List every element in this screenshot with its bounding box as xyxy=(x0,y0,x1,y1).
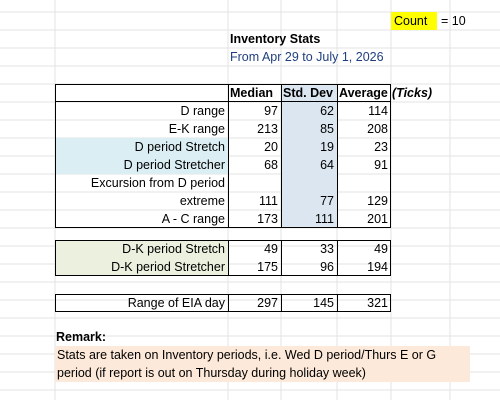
remark-line: period (if report is out on Thursday dur… xyxy=(57,366,366,380)
column-header: Average xyxy=(339,86,388,100)
row-label: D period Stretcher xyxy=(123,158,225,172)
value-cell: 129 xyxy=(367,194,388,208)
cell-box xyxy=(281,84,282,228)
row-label: Excursion from D period xyxy=(90,176,225,190)
remark-line: Stats are taken on Inventory periods, i.… xyxy=(57,348,437,362)
cell-box xyxy=(228,240,229,276)
units: (Ticks) xyxy=(392,86,433,100)
cell-box xyxy=(337,84,338,228)
count-text: = 10 xyxy=(441,14,466,28)
value-cell: 33 xyxy=(320,242,334,256)
row-label: extreme xyxy=(179,194,225,208)
value-cell: 145 xyxy=(313,296,334,310)
subtitle: From Apr 29 to July 1, 2026 xyxy=(230,50,384,64)
cell-box xyxy=(281,294,282,312)
value-cell: 96 xyxy=(320,260,334,274)
value-cell: 20 xyxy=(264,140,278,154)
value-cell: 213 xyxy=(257,122,278,136)
cell-box xyxy=(337,294,338,312)
cell-box xyxy=(55,138,228,174)
value-cell: 49 xyxy=(374,242,388,256)
value-cell: 111 xyxy=(314,212,334,226)
value-cell: 97 xyxy=(264,104,278,118)
cell-box xyxy=(55,101,391,102)
cell-box xyxy=(55,240,228,276)
remark-title: Remark: xyxy=(56,330,107,344)
cell-box xyxy=(281,240,282,276)
row-label: A - C range xyxy=(161,212,225,226)
cell-box xyxy=(337,240,338,276)
cell-box xyxy=(55,84,391,228)
value-cell: 114 xyxy=(368,104,388,118)
cell-box xyxy=(55,240,391,276)
value-cell: 77 xyxy=(320,194,334,208)
row-label: E-K range xyxy=(168,122,225,136)
value-cell: 49 xyxy=(264,242,278,256)
value-cell: 201 xyxy=(367,212,388,226)
row-label: D range xyxy=(180,104,225,118)
cell-box xyxy=(55,294,391,312)
value-cell: 85 xyxy=(320,122,334,136)
cell-box xyxy=(281,84,337,228)
value-cell: 321 xyxy=(367,296,388,310)
row-label: Range of EIA day xyxy=(127,296,225,310)
value-cell: 23 xyxy=(374,140,388,154)
value-cell: 19 xyxy=(320,140,334,154)
count-label: Count xyxy=(391,12,437,30)
row-label: D period Stretch xyxy=(134,140,225,154)
cell-box xyxy=(228,294,229,312)
value-cell: 194 xyxy=(367,260,388,274)
value-cell: 91 xyxy=(374,158,388,172)
value-cell: 208 xyxy=(367,122,388,136)
value-cell: 68 xyxy=(264,158,278,172)
row-label: D-K period Stretch xyxy=(122,242,225,256)
value-cell: 111 xyxy=(258,194,278,208)
column-header: Median xyxy=(230,86,274,100)
value-cell: 173 xyxy=(257,212,278,226)
value-cell: 297 xyxy=(257,296,278,310)
column-header: Std. Dev xyxy=(283,86,334,100)
row-label: D-K period Stretcher xyxy=(111,260,225,274)
value-cell: 64 xyxy=(320,158,334,172)
value-cell: 175 xyxy=(257,260,278,274)
value-cell: 62 xyxy=(320,104,334,118)
title: Inventory Stats xyxy=(230,32,321,46)
cell-box xyxy=(55,346,470,382)
cell-box xyxy=(228,84,229,228)
